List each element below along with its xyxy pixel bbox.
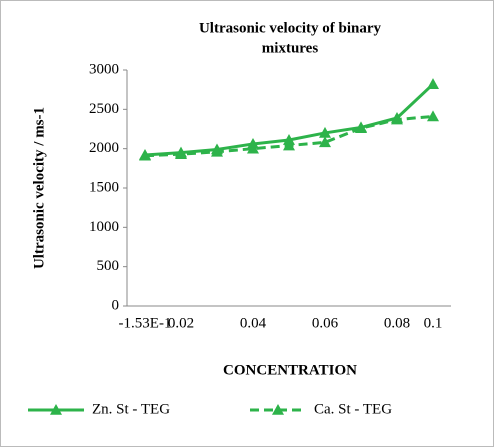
x-tick-label: 0.1: [424, 315, 443, 331]
marker: [427, 110, 439, 122]
x-tick-label: 0.04: [240, 315, 267, 331]
marker: [247, 142, 259, 154]
marker: [355, 122, 367, 134]
marker: [211, 145, 223, 157]
x-tick-label: 0.06: [312, 315, 339, 331]
x-tick-label: -1.53E-1: [119, 315, 172, 331]
marker: [319, 126, 331, 138]
marker: [139, 149, 151, 161]
marker: [427, 78, 439, 89]
y-tick-label: 1000: [89, 219, 119, 235]
marker: [319, 136, 331, 148]
legend-label: Zn. St - TEG: [92, 401, 170, 417]
y-tick-label: 3000: [89, 61, 119, 77]
marker: [175, 148, 187, 159]
legend-marker: [272, 404, 284, 415]
y-tick-label: 0: [112, 297, 120, 313]
marker: [283, 134, 295, 145]
legend-marker: [50, 404, 62, 415]
x-tick-label: 0.02: [168, 315, 194, 331]
chart-title: mixtures: [262, 40, 319, 56]
x-tick-label: 0.08: [384, 315, 410, 331]
y-axis-title: Ultrasonic velocity / ms-1: [31, 107, 47, 269]
marker: [391, 113, 403, 125]
y-tick-label: 500: [97, 258, 120, 274]
marker: [283, 139, 295, 151]
chart-title: Ultrasonic velocity of binary: [199, 20, 382, 36]
legend-label: Ca. St - TEG: [314, 401, 392, 417]
y-tick-label: 1500: [89, 179, 119, 195]
y-tick-label: 2000: [89, 140, 119, 156]
y-tick-label: 2500: [89, 101, 119, 117]
x-axis-title: CONCENTRATION: [223, 362, 357, 378]
